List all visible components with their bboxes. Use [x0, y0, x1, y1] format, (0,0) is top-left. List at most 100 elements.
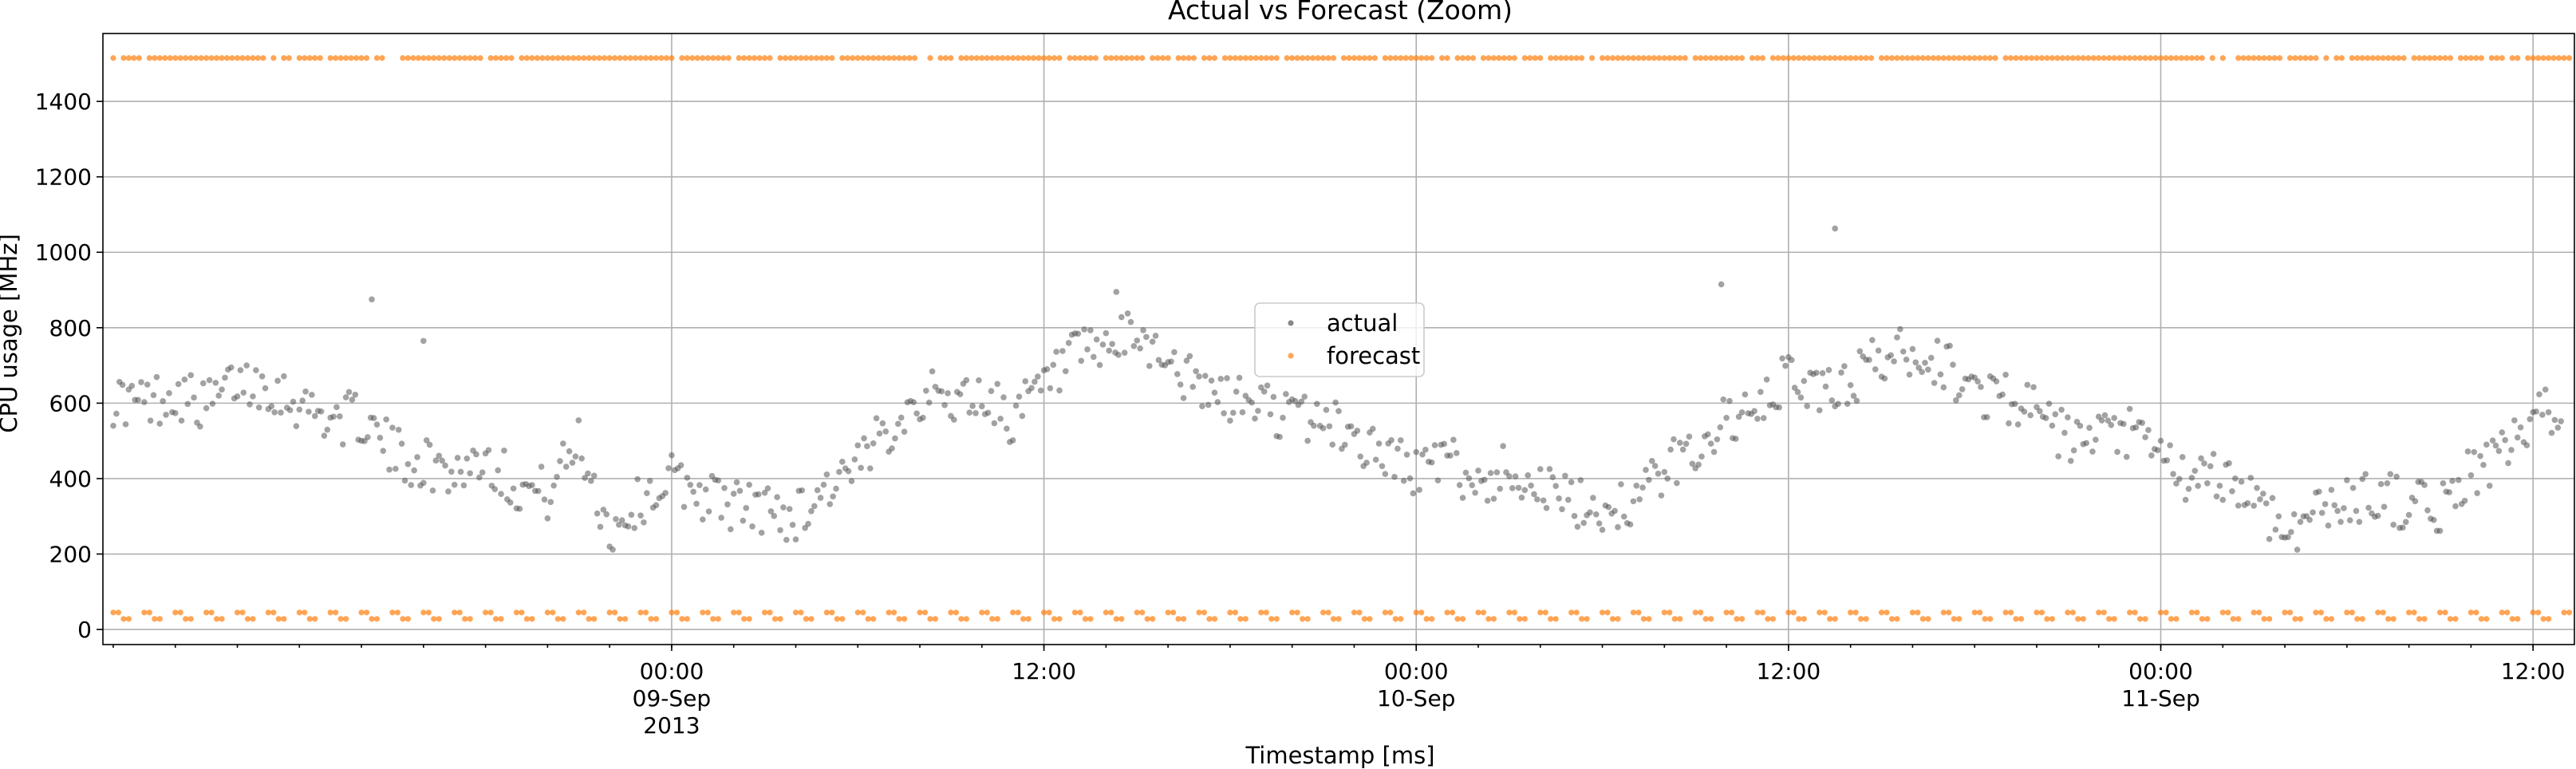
actual-point — [178, 417, 185, 424]
actual-point — [963, 377, 970, 384]
actual-point — [1304, 437, 1311, 444]
forecast-point — [2002, 609, 2009, 616]
actual-point — [1466, 475, 1473, 482]
actual-point — [1822, 383, 1829, 390]
forecast-point — [741, 55, 748, 61]
forecast-point — [2473, 55, 2479, 61]
actual-point — [1397, 437, 1404, 444]
actual-point — [2424, 507, 2431, 514]
actual-point — [1434, 477, 1442, 484]
forecast-point — [1599, 55, 1606, 61]
forecast-point — [854, 609, 861, 616]
actual-point — [2065, 414, 2071, 420]
forecast-point — [1971, 55, 1978, 61]
actual-point — [2142, 434, 2148, 440]
actual-point — [969, 403, 976, 409]
forecast-point — [736, 55, 742, 61]
forecast-point — [1677, 616, 1683, 622]
forecast-point — [1609, 616, 1616, 622]
forecast-point — [767, 55, 773, 61]
actual-point — [858, 464, 864, 471]
forecast-point — [2132, 55, 2138, 61]
forecast-point — [2188, 609, 2195, 616]
actual-point — [212, 380, 219, 386]
forecast-point — [1801, 55, 1807, 61]
forecast-point — [1506, 609, 1513, 616]
actual-point — [2449, 478, 2456, 484]
forecast-point — [223, 55, 231, 61]
forecast-point — [136, 55, 142, 61]
actual-point — [324, 426, 331, 433]
actual-point — [2235, 503, 2242, 509]
forecast-point — [2219, 609, 2226, 616]
actual-point — [1735, 413, 1742, 420]
forecast-point — [1248, 55, 1254, 61]
forecast-point — [508, 55, 515, 61]
forecast-point — [927, 616, 933, 622]
actual-point — [2247, 475, 2254, 481]
actual-point — [1512, 473, 1519, 480]
actual-point — [119, 381, 126, 388]
actual-point — [1121, 349, 1128, 357]
actual-point — [1850, 392, 1857, 400]
actual-point — [618, 517, 625, 523]
actual-point — [1037, 387, 1044, 394]
forecast-point — [2535, 609, 2542, 616]
actual-point — [653, 502, 660, 509]
forecast-point — [1382, 55, 1388, 61]
forecast-point — [239, 609, 246, 616]
actual-point — [370, 415, 377, 421]
forecast-point — [110, 609, 116, 616]
forecast-point — [2436, 55, 2444, 61]
actual-point — [541, 496, 548, 503]
forecast-point — [1692, 55, 1698, 61]
forecast-point — [1909, 609, 1916, 616]
forecast-point — [1077, 609, 1083, 616]
actual-point — [281, 373, 287, 380]
forecast-point — [2375, 55, 2381, 61]
actual-point — [1447, 452, 1454, 459]
forecast-point — [1723, 55, 1730, 61]
forecast-point — [700, 609, 706, 616]
actual-point — [1078, 357, 1085, 365]
forecast-point — [275, 616, 282, 622]
actual-point — [2346, 517, 2353, 524]
actual-point — [197, 423, 203, 430]
actual-point — [826, 501, 834, 507]
forecast-point — [1863, 616, 1869, 622]
actual-point — [1155, 357, 1162, 364]
actual-point — [349, 396, 356, 403]
actual-point — [662, 490, 669, 496]
forecast-point — [1863, 55, 1869, 61]
forecast-point — [452, 609, 458, 616]
actual-point — [2024, 381, 2031, 388]
actual-point — [1016, 393, 1023, 400]
forecast-point — [281, 55, 287, 61]
actual-point — [693, 500, 700, 507]
actual-point — [2070, 447, 2077, 454]
actual-point — [1004, 425, 1010, 432]
actual-point — [560, 440, 566, 447]
actual-point — [1059, 348, 1066, 354]
forecast-point — [1588, 55, 1596, 61]
actual-point — [786, 506, 793, 512]
forecast-point — [1490, 55, 1497, 61]
actual-point — [1934, 337, 1941, 344]
forecast-point — [2286, 609, 2294, 616]
actual-point — [929, 368, 936, 375]
forecast-point — [648, 616, 654, 622]
forecast-point — [467, 616, 473, 622]
forecast-point — [1010, 609, 1016, 616]
actual-point — [780, 504, 787, 511]
actual-point — [1453, 450, 1460, 456]
actual-point — [1664, 475, 1671, 482]
forecast-point — [2251, 609, 2257, 616]
forecast-point — [2566, 609, 2573, 616]
legend-box — [1254, 302, 1425, 377]
forecast-point — [1951, 55, 1957, 61]
forecast-point — [1785, 609, 1792, 616]
forecast-point — [2054, 55, 2061, 61]
forecast-point — [1888, 55, 1896, 61]
actual-point — [814, 487, 821, 494]
actual-point — [215, 392, 222, 399]
